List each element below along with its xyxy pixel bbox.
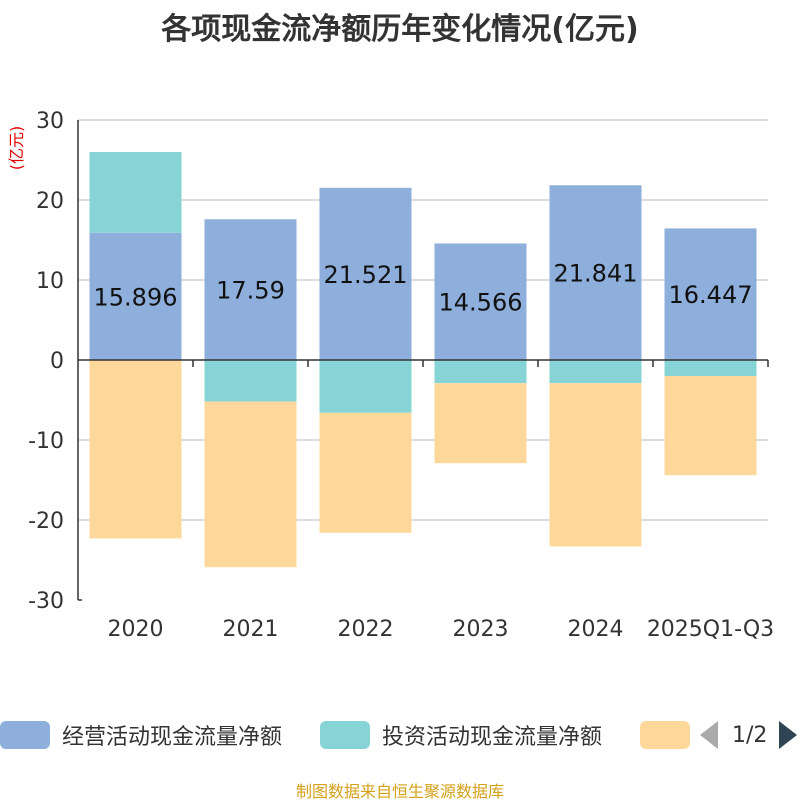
- bar-investing-2024: [549, 360, 642, 384]
- bar-investing-2023: [434, 360, 527, 384]
- bar-operating-2020: [89, 232, 182, 360]
- y-tick-label: -20: [28, 509, 64, 534]
- legend-label-operating: 经营活动现金流量净额: [62, 725, 283, 750]
- legend-swatch-operating: [0, 721, 50, 749]
- y-tick-label: 0: [50, 349, 64, 374]
- bar-financing-2021: [204, 401, 297, 568]
- legend-label-investing: 投资活动现金流量净额: [382, 725, 603, 750]
- y-axis-title: (亿元): [7, 126, 26, 171]
- bar-financing-2022: [319, 412, 412, 533]
- y-tick-label: -10: [28, 429, 64, 454]
- data-label: 21.521: [324, 261, 408, 289]
- bar-operating-2021: [204, 219, 297, 360]
- bar-operating-2023: [434, 243, 527, 360]
- bar-financing-2023: [434, 383, 527, 464]
- bar-financing-2020: [89, 360, 182, 539]
- x-tick-label: 2024: [568, 617, 624, 642]
- chart-title: 各项现金流净额历年变化情况(亿元): [161, 12, 639, 47]
- bar-investing-2022: [319, 360, 412, 413]
- legend-swatch-financing: [640, 721, 690, 749]
- legend-pager: 1/2: [700, 718, 798, 752]
- x-tick-label: 2022: [338, 617, 394, 642]
- bar-operating-2022: [319, 187, 412, 360]
- x-tick-label: 2020: [108, 617, 164, 642]
- x-tick-label: 2025Q1-Q3: [647, 617, 774, 642]
- data-label: 17.59: [216, 277, 285, 305]
- y-tick-label: 20: [36, 189, 64, 214]
- legend-item-operating[interactable]: 经营活动现金流量净额: [0, 718, 282, 752]
- legend-item-financing[interactable]: [640, 718, 702, 752]
- bar-operating-2025Q1-Q3: [664, 228, 757, 360]
- bar-financing-2024: [549, 383, 642, 547]
- x-tick-label: 2023: [453, 617, 509, 642]
- data-label: 14.566: [439, 289, 523, 317]
- data-label: 15.896: [94, 283, 178, 311]
- legend-swatch-investing: [320, 721, 370, 749]
- legend-prev-arrow-icon[interactable]: [700, 721, 718, 749]
- x-tick-label: 2021: [223, 617, 279, 642]
- bar-operating-2024: [549, 185, 642, 360]
- bar-investing-2025Q1-Q3: [664, 360, 757, 376]
- legend-item-investing[interactable]: 投资活动现金流量净额: [320, 718, 602, 752]
- legend-next-arrow-icon[interactable]: [779, 721, 798, 749]
- y-tick-label: 30: [36, 109, 64, 134]
- data-label: 16.447: [669, 281, 753, 309]
- bar-financing-2025Q1-Q3: [664, 376, 757, 476]
- data-label: 21.841: [554, 260, 638, 288]
- y-tick-label: -30: [28, 589, 64, 614]
- bar-chart: -30 -20 -10 0 10 20 30 (亿元) 15.896 2020 17.59 2021 2…: [7, 109, 774, 642]
- data-source-note: 制图数据来自恒生聚源数据库: [295, 782, 504, 801]
- legend-page-indicator: 1/2: [732, 722, 768, 748]
- bar-investing-2020: [89, 152, 182, 233]
- bar-investing-2021: [204, 360, 297, 402]
- y-tick-label: 10: [36, 269, 64, 294]
